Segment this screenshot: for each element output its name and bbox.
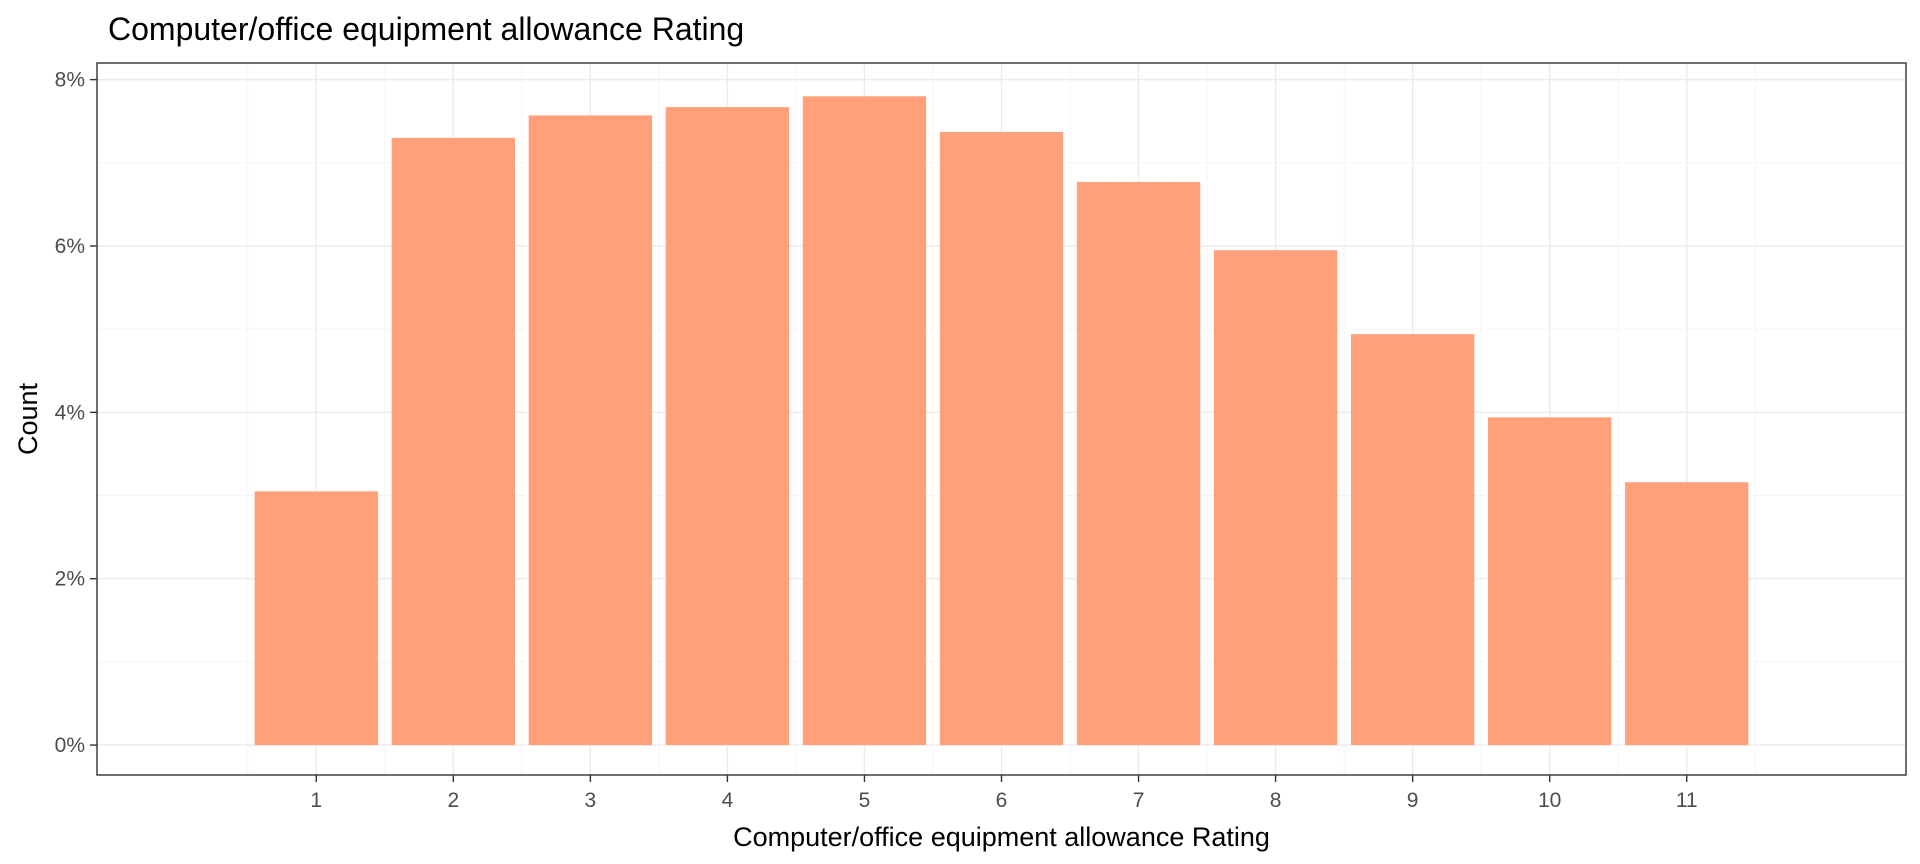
bars <box>254 96 1749 746</box>
x-axis-title: Computer/office equipment allowance Rati… <box>733 822 1270 852</box>
bar <box>1488 417 1612 746</box>
bar <box>391 137 515 746</box>
bar <box>1350 334 1475 746</box>
x-axis: 1 2 3 4 5 6 7 8 9 10 11 <box>310 775 1698 812</box>
bar <box>1076 181 1201 746</box>
x-tick-label: 10 <box>1538 789 1561 812</box>
y-tick-label: 4% <box>55 401 85 424</box>
y-tick-label: 2% <box>55 568 85 591</box>
x-tick-label: 4 <box>722 789 734 812</box>
y-axis-title: Count <box>13 382 43 455</box>
x-tick-label: 6 <box>996 789 1008 812</box>
x-tick-label: 3 <box>585 789 597 812</box>
y-tick-label: 0% <box>55 734 85 757</box>
bar <box>939 132 1064 746</box>
bar <box>1625 482 1749 746</box>
x-tick-label: 1 <box>310 789 322 812</box>
chart-title: Computer/office equipment allowance Rati… <box>108 11 744 47</box>
x-tick-label: 5 <box>859 789 871 812</box>
bar <box>665 107 790 746</box>
y-tick-label: 6% <box>55 235 85 258</box>
y-tick-label: 8% <box>55 69 85 92</box>
x-tick-label: 11 <box>1676 789 1698 812</box>
y-axis: 0% 2% 4% 6% 8% <box>55 69 97 757</box>
x-tick-label: 2 <box>447 789 459 812</box>
bar <box>802 96 927 746</box>
x-tick-label: 9 <box>1407 789 1419 812</box>
x-tick-label: 8 <box>1270 789 1282 812</box>
x-tick-label: 7 <box>1133 789 1145 812</box>
bar <box>1213 250 1338 746</box>
bar <box>528 115 653 746</box>
bar <box>254 491 378 746</box>
